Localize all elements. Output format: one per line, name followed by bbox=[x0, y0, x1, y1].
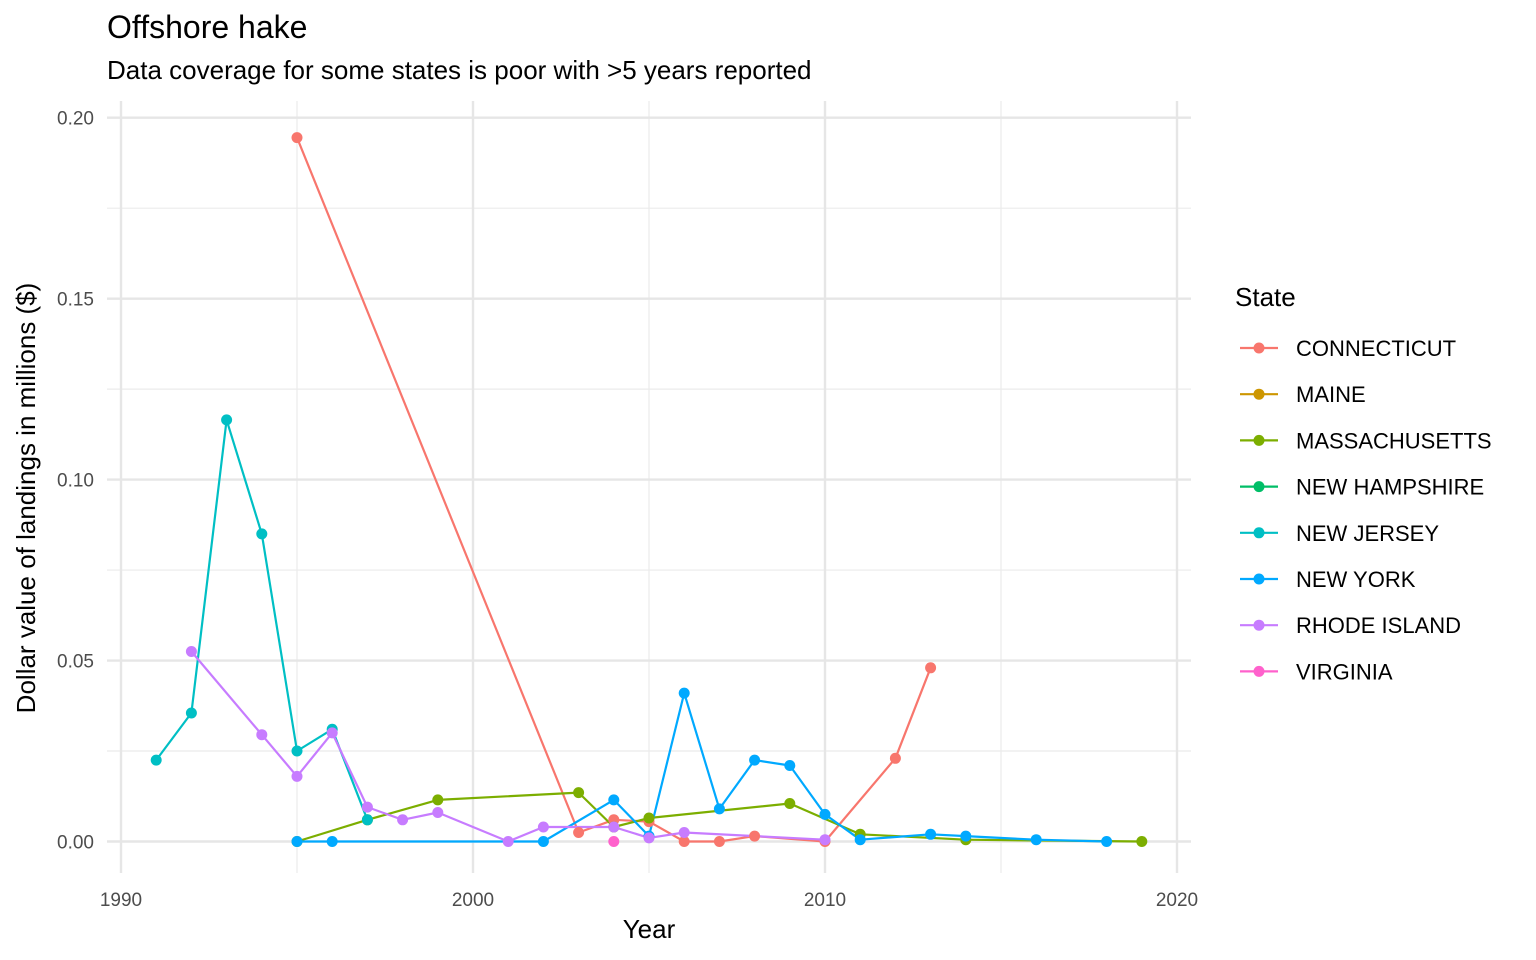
legend-label-new-york: NEW YORK bbox=[1296, 567, 1416, 592]
data-point-rhode-island bbox=[361, 801, 373, 813]
data-point-new-jersey bbox=[185, 707, 197, 719]
data-point-rhode-island bbox=[643, 832, 655, 844]
legend-key-point-new-hampshire bbox=[1253, 481, 1265, 493]
x-tick-label: 1990 bbox=[100, 890, 142, 911]
data-point-new-york bbox=[960, 830, 972, 842]
legend-label-rhode-island: RHODE ISLAND bbox=[1296, 613, 1461, 638]
series-layer bbox=[150, 132, 1148, 847]
legend-label-connecticut: CONNECTICUT bbox=[1296, 336, 1456, 361]
grid bbox=[107, 101, 1191, 873]
data-point-connecticut bbox=[925, 662, 937, 674]
data-point-massachusetts bbox=[1136, 836, 1148, 847]
y-tick-label: 0.05 bbox=[57, 652, 94, 673]
legend-label-massachusetts: MASSACHUSETTS bbox=[1296, 428, 1492, 453]
legend-key-point-connecticut bbox=[1253, 342, 1265, 354]
x-tick-label: 2020 bbox=[1156, 890, 1198, 911]
series-line-connecticut bbox=[295, 137, 932, 843]
data-point-new-york bbox=[678, 687, 690, 699]
y-tick-label: 0.00 bbox=[57, 833, 94, 854]
legend: State CONNECTICUT MAINE MASSACHUSETTS NEW H… bbox=[1235, 282, 1492, 684]
data-point-new-york bbox=[537, 836, 549, 847]
x-axis-title: Year bbox=[623, 914, 676, 944]
data-point-rhode-island bbox=[256, 729, 268, 741]
data-point-rhode-island bbox=[326, 727, 338, 739]
data-point-new-york bbox=[819, 808, 831, 820]
y-axis-title: Dollar value of landings in millions ($) bbox=[11, 283, 41, 714]
data-point-rhode-island bbox=[678, 827, 690, 838]
data-point-rhode-island bbox=[819, 834, 831, 846]
y-tick-label: 0.10 bbox=[57, 471, 94, 492]
data-point-new-york bbox=[854, 834, 866, 846]
data-point-rhode-island bbox=[537, 821, 549, 833]
data-point-new-jersey bbox=[361, 814, 373, 826]
chart-subtitle: Data coverage for some states is poor wi… bbox=[107, 55, 812, 85]
chart-title: Offshore hake bbox=[107, 9, 307, 45]
data-point-new-york bbox=[291, 836, 303, 847]
data-point-new-york bbox=[925, 828, 937, 840]
data-point-new-jersey bbox=[291, 745, 303, 757]
data-point-connecticut bbox=[291, 132, 303, 144]
data-point-rhode-island bbox=[397, 814, 409, 826]
data-point-new-york bbox=[749, 754, 761, 766]
axis-ticks: 1990 2000 2010 2020 0.00 0.05 0.10 0.15 0.20 bbox=[57, 109, 1198, 911]
legend-key-point-virginia bbox=[1253, 665, 1265, 677]
data-point-massachusetts bbox=[573, 787, 585, 799]
data-point-new-york bbox=[784, 760, 796, 771]
data-point-new-jersey bbox=[150, 754, 162, 766]
data-point-rhode-island bbox=[185, 646, 197, 657]
data-point-new-york bbox=[1101, 836, 1113, 847]
data-point-massachusetts bbox=[784, 798, 796, 809]
legend-title: State bbox=[1235, 282, 1296, 312]
data-point-massachusetts bbox=[432, 794, 444, 806]
data-point-connecticut bbox=[889, 752, 901, 764]
series-line-massachusetts bbox=[296, 791, 1142, 843]
data-point-virginia bbox=[608, 836, 620, 847]
data-point-new-york bbox=[608, 794, 620, 806]
legend-key-point-maine bbox=[1253, 388, 1265, 400]
legend-key-point-massachusetts bbox=[1253, 434, 1265, 446]
legend-key-point-new-jersey bbox=[1253, 527, 1265, 539]
x-tick-label: 2010 bbox=[804, 890, 846, 911]
data-point-connecticut bbox=[678, 836, 690, 847]
series-line-new-york bbox=[297, 692, 1107, 843]
data-point-new-york bbox=[1030, 834, 1042, 846]
legend-label-maine: MAINE bbox=[1296, 382, 1366, 407]
x-tick-label: 2000 bbox=[452, 890, 494, 911]
y-tick-label: 0.15 bbox=[57, 290, 94, 311]
data-point-massachusetts bbox=[643, 812, 655, 824]
data-point-new-york bbox=[326, 836, 338, 847]
data-point-new-jersey bbox=[256, 528, 268, 540]
data-point-rhode-island bbox=[502, 836, 514, 847]
legend-label-virginia: VIRGINIA bbox=[1296, 659, 1393, 684]
data-point-connecticut bbox=[749, 830, 761, 842]
data-point-rhode-island bbox=[291, 770, 303, 782]
data-point-rhode-island bbox=[432, 807, 444, 818]
data-point-connecticut bbox=[573, 827, 585, 838]
data-point-new-jersey bbox=[221, 414, 233, 426]
y-tick-label: 0.20 bbox=[57, 109, 94, 130]
data-point-new-york bbox=[713, 803, 725, 815]
data-point-rhode-island bbox=[608, 821, 620, 833]
legend-key-point-new-york bbox=[1253, 573, 1265, 585]
data-point-connecticut bbox=[713, 836, 725, 847]
legend-label-new-jersey: NEW JERSEY bbox=[1296, 521, 1439, 546]
legend-key-point-rhode-island bbox=[1253, 619, 1265, 631]
legend-label-new-hampshire: NEW HAMPSHIRE bbox=[1296, 475, 1484, 500]
